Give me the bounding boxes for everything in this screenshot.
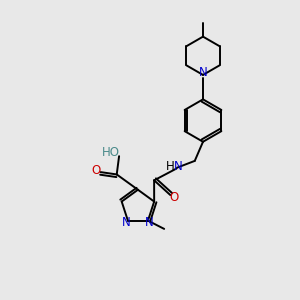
Text: N: N [199,66,207,79]
Text: HO: HO [102,146,120,159]
Text: O: O [92,164,101,177]
Text: N: N [145,216,154,229]
Text: N: N [174,160,183,173]
Text: N: N [122,216,131,229]
Text: O: O [170,190,179,204]
Text: H: H [166,160,175,173]
